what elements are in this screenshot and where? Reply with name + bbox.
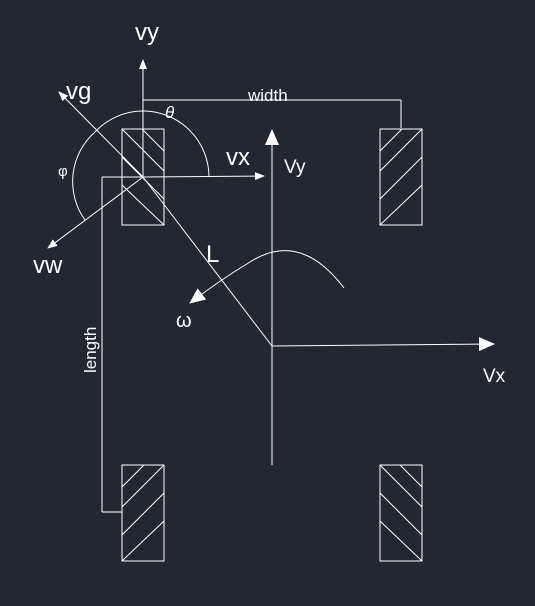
omega-arc: [189, 250, 345, 304]
body-horizontal-axis: [271, 337, 495, 352]
label-width: width: [247, 86, 288, 105]
label-phi: φ: [58, 163, 68, 180]
wheel-rear-right: [379, 464, 423, 562]
label-body-vx: Vx: [483, 366, 506, 387]
wheel-front-right: [379, 128, 423, 226]
label-vg: vg: [66, 78, 91, 105]
label-theta: θ: [165, 103, 175, 122]
label-vx: vx: [226, 144, 250, 171]
label-vw: vw: [33, 252, 63, 279]
theta-arc: [142, 110, 210, 178]
label-length: length: [81, 327, 100, 373]
wheel-angle-arc: [72, 131, 96, 221]
label-body-vy: Vy: [284, 157, 306, 178]
wheel-vw-axis: [47, 176, 144, 249]
wheel-front-left: [121, 128, 165, 226]
wheel-vx-axis: [142, 172, 265, 181]
wheel-vg-axis: [58, 91, 144, 178]
wheel-rear-left: [121, 464, 165, 562]
label-vy: vy: [135, 19, 159, 46]
label-omega: ω: [176, 310, 192, 332]
phi-arc: [94, 110, 144, 133]
label-L: L: [206, 241, 219, 268]
